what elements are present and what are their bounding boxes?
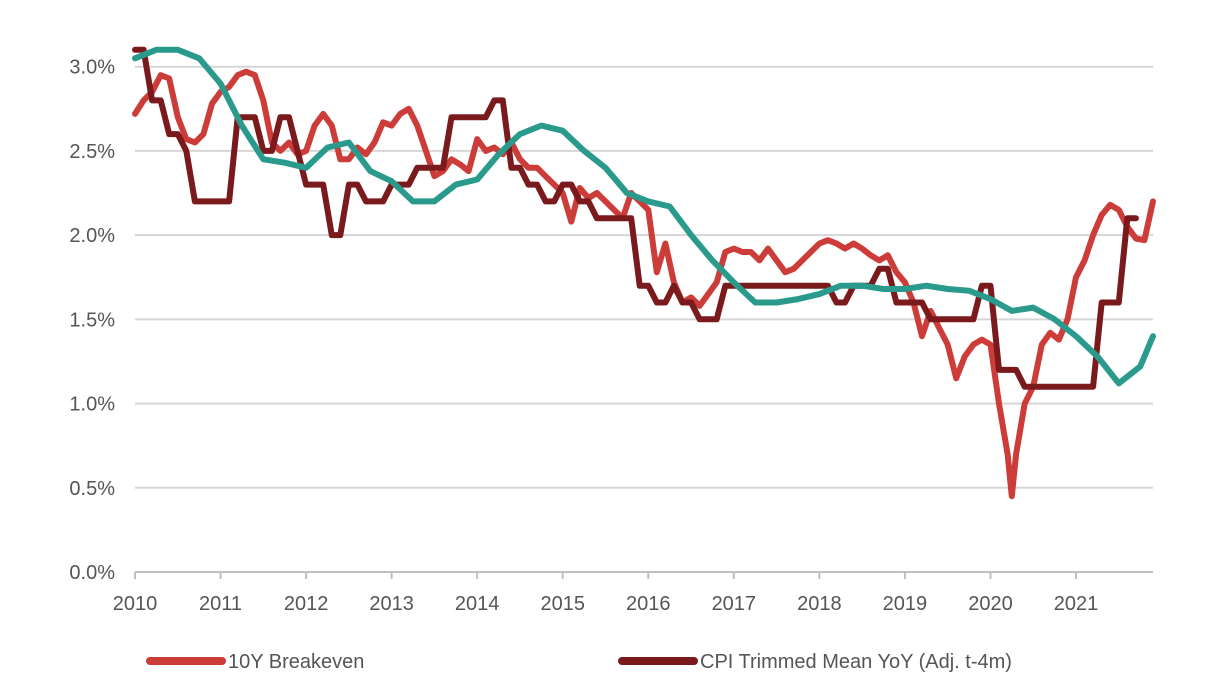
- x-tick-label: 2017: [712, 593, 757, 615]
- y-tick-label: 0.0%: [69, 562, 115, 584]
- x-tick-label: 2016: [626, 593, 671, 615]
- x-tick-label: 2010: [113, 593, 158, 615]
- x-tick-label: 2011: [199, 593, 242, 615]
- y-axis-tick-labels: 0.0% 0.5% 1.0% 1.5% 2.0% 2.5% 3.0%: [69, 57, 115, 584]
- y-tick-label: 1.5%: [69, 309, 115, 331]
- x-tick-label: 2018: [797, 593, 842, 615]
- x-tick-label: 2021: [1054, 593, 1099, 615]
- y-tick-label: 0.5%: [69, 478, 115, 500]
- x-tick-label: 2014: [455, 593, 500, 615]
- x-tick-label: 2013: [369, 593, 414, 615]
- y-tick-label: 2.0%: [69, 225, 115, 247]
- series-line-2: [132, 46, 1156, 387]
- legend: 10Y Breakeven CPI Trimmed Mean YoY (Adj. …: [146, 651, 1012, 673]
- legend-label-1: CPI Trimmed Mean YoY (Adj. t-4m): [700, 651, 1012, 673]
- x-tick-label: 2019: [883, 593, 928, 615]
- legend-label-0: 10Y Breakeven: [228, 651, 364, 673]
- x-tick-label: 2020: [968, 593, 1013, 615]
- y-tick-label: 3.0%: [69, 57, 115, 79]
- x-axis-tick-labels: 2010 2011 2012 2013 2014 2015 2016 2017 2018 2019…: [113, 572, 1099, 615]
- series-line-0: [132, 68, 1156, 500]
- y-tick-label: 2.5%: [69, 141, 115, 163]
- x-tick-label: 2012: [284, 593, 329, 615]
- y-tick-label: 1.0%: [69, 394, 115, 416]
- x-tick-label: 2015: [540, 593, 585, 615]
- series-line-1: [132, 46, 1139, 390]
- series-lines: [132, 46, 1156, 500]
